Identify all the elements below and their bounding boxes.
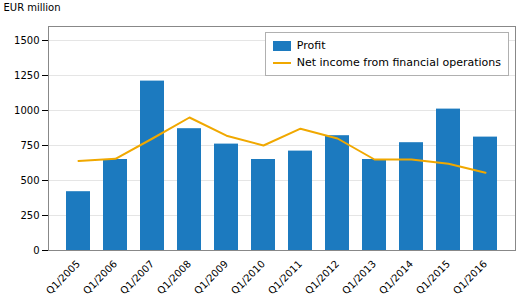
svg-text:Q1/2008: Q1/2008 bbox=[155, 258, 193, 296]
svg-text:Q1/2010: Q1/2010 bbox=[229, 258, 267, 296]
html-text:Net income from financial oper: Net income from financial operations bbox=[296, 56, 501, 69]
svg-text:Q1/2014: Q1/2014 bbox=[377, 258, 415, 296]
svg-text:750: 750 bbox=[20, 140, 39, 151]
svg-text:0: 0 bbox=[33, 245, 39, 256]
svg-text:1000: 1000 bbox=[14, 105, 39, 116]
svg-text:Q1/2005: Q1/2005 bbox=[44, 258, 82, 296]
svg-text:Q1/2015: Q1/2015 bbox=[414, 258, 452, 296]
html-text:Profit: Profit bbox=[296, 39, 326, 52]
svg-text:Q1/2006: Q1/2006 bbox=[81, 258, 119, 296]
svg-text:250: 250 bbox=[20, 210, 39, 221]
svg-text:1500: 1500 bbox=[14, 35, 39, 46]
svg-text:1250: 1250 bbox=[14, 70, 39, 81]
svg-text:500: 500 bbox=[20, 175, 39, 186]
svg-text:Q1/2011: Q1/2011 bbox=[266, 258, 304, 296]
svg-text:Q1/2013: Q1/2013 bbox=[340, 258, 378, 296]
svg-text:Q1/2016: Q1/2016 bbox=[451, 258, 489, 296]
svg-text:Q1/2009: Q1/2009 bbox=[192, 258, 230, 296]
svg-text:Q1/2007: Q1/2007 bbox=[118, 258, 156, 296]
svg-text:Q1/2012: Q1/2012 bbox=[303, 258, 341, 296]
svg-text:EUR million: EUR million bbox=[4, 2, 61, 13]
